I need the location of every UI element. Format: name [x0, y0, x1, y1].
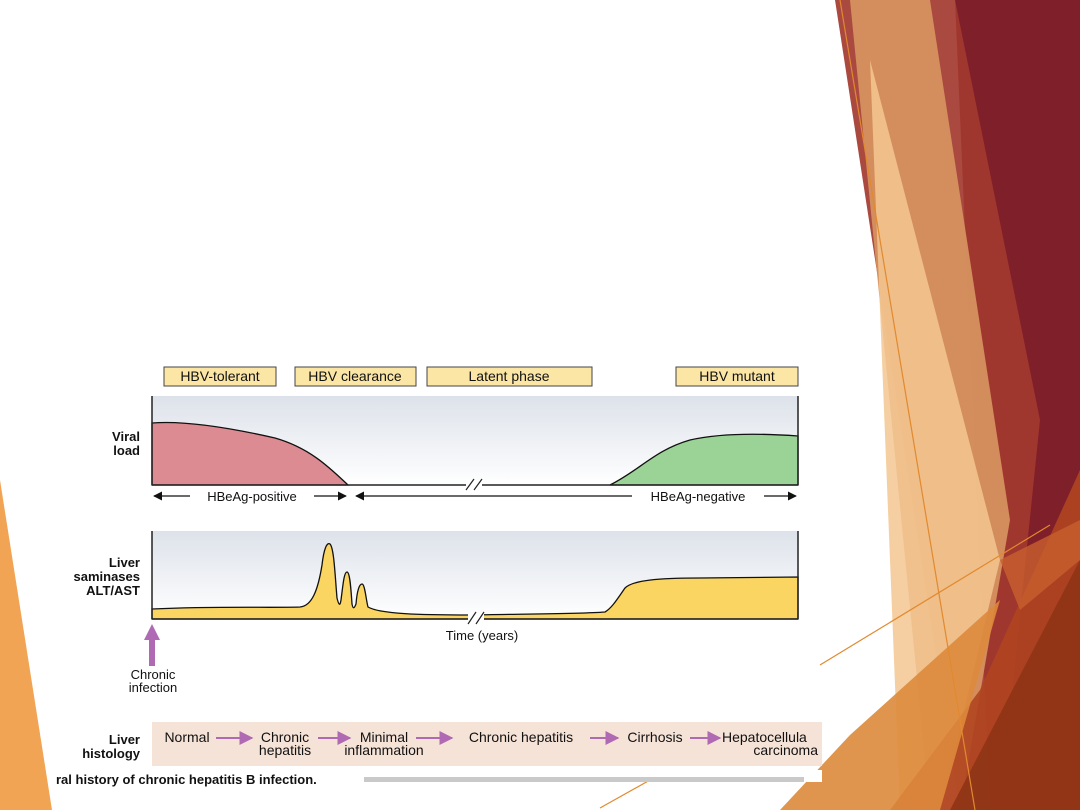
- phase-label-hbv-mutant: HBV mutant: [699, 368, 775, 384]
- left-decoration: [0, 480, 52, 810]
- axis-break-top: [465, 478, 483, 491]
- histology-band: Normal Chronic hepatitis Minimal inflamm…: [152, 722, 822, 766]
- onset-arrow: [144, 624, 160, 666]
- onset-label-line1: Chronic: [131, 667, 176, 682]
- viral-load-label-line2: load: [113, 443, 140, 458]
- caption-faded-text: [364, 777, 804, 782]
- viral-load-panel: [151, 396, 799, 491]
- phase-box-hbv-mutant: HBV mutant: [675, 366, 799, 387]
- hbeag-negative-label: HBeAg-negative: [651, 489, 746, 504]
- histology-label-line2: histology: [82, 746, 141, 761]
- alt-ast-curve: [151, 542, 799, 620]
- phase-label-latent-phase: Latent phase: [469, 368, 550, 384]
- histology-stage-minimal-line2: inflammation: [344, 742, 423, 758]
- phase-box-latent-phase: Latent phase: [426, 366, 593, 387]
- right-decoration: [599, 0, 1080, 810]
- transaminases-label-line3: ALT/AST: [86, 583, 140, 598]
- viral-load-green-curve: [609, 433, 799, 486]
- histology-stage-minimal-line1: Minimal: [360, 729, 408, 745]
- histology-stage-normal: Normal: [164, 729, 209, 745]
- figure-caption: ral history of chronic hepatitis B infec…: [55, 770, 822, 787]
- viral-load-red-curve: [151, 421, 350, 486]
- figure-caption-text: ral history of chronic hepatitis B infec…: [56, 772, 317, 787]
- transaminases-panel: [151, 531, 799, 625]
- histology-stage-chronic-hepatitis-line1: Chronic: [261, 729, 309, 745]
- histology-stage-chronic-hepatitis-line2: hepatitis: [259, 742, 311, 758]
- transaminases-label-line2: saminases: [74, 569, 141, 584]
- phase-label-hbv-clearance: HBV clearance: [308, 368, 402, 384]
- histology-stage-hcc-line1: Hepatocellula: [722, 729, 807, 745]
- phase-label-hbv-tolerant: HBV-tolerant: [180, 368, 259, 384]
- viral-load-label-line1: Viral: [112, 429, 140, 444]
- histology-stage-chronic-hepatitis-2: Chronic hepatitis: [469, 729, 573, 745]
- phase-boxes: HBV-tolerant HBV clearance Latent phase …: [163, 366, 799, 387]
- transaminases-label-line1: Liver: [109, 555, 140, 570]
- hbeag-positive-label: HBeAg-positive: [207, 489, 297, 504]
- phase-box-hbv-tolerant: HBV-tolerant: [163, 366, 277, 387]
- histology-stage-hcc-line2: carcinoma: [753, 742, 818, 758]
- onset-label-line2: infection: [129, 680, 177, 695]
- histology-label-line1: Liver: [109, 732, 140, 747]
- axis-break-bottom: [467, 611, 485, 625]
- time-axis-label: Time (years): [446, 628, 518, 643]
- histology-stage-cirrhosis: Cirrhosis: [627, 729, 682, 745]
- hbeag-arrows: HBeAg-positive HBeAg-negative: [153, 489, 797, 504]
- phase-box-hbv-clearance: HBV clearance: [294, 366, 417, 387]
